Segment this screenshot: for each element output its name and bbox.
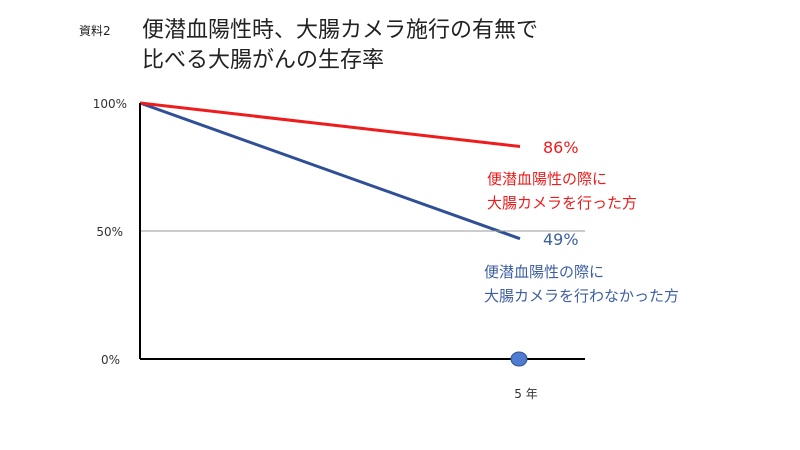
- blue-series-value-label: 49%: [543, 230, 579, 249]
- red-series-annotation: 便潜血陽性の際に 大腸カメラを行った方: [487, 167, 637, 215]
- red-annotation-line-2: 大腸カメラを行った方: [487, 194, 638, 212]
- title-line-1: 便潜血陽性時、大腸カメラ施行の有無で: [142, 18, 539, 43]
- y-tick-50: 50%: [96, 225, 123, 239]
- y-tick-0: 0%: [101, 353, 120, 367]
- title-line-2: 比べる大腸がんの生存率: [142, 48, 385, 73]
- red-series-value-label: 86%: [543, 138, 579, 157]
- blue-annotation-line-2: 大腸カメラを行わなかった方: [484, 287, 680, 305]
- slide-title: 便潜血陽性時、大腸カメラ施行の有無で 比べる大腸がんの生存率: [142, 16, 538, 76]
- y-tick-100: 100%: [93, 97, 127, 111]
- blue-series-annotation: 便潜血陽性の際に 大腸カメラを行わなかった方: [484, 260, 679, 308]
- x-tick-5-years: 5 年: [514, 387, 537, 401]
- series-line-without-colonoscopy: [139, 101, 521, 241]
- red-annotation-line-1: 便潜血陽性の際に: [487, 170, 608, 188]
- document-label: 資料2: [79, 24, 111, 38]
- series-line-with-colonoscopy: [139, 101, 521, 149]
- blue-annotation-line-1: 便潜血陽性の際に: [484, 263, 605, 281]
- five-year-marker: [510, 351, 528, 367]
